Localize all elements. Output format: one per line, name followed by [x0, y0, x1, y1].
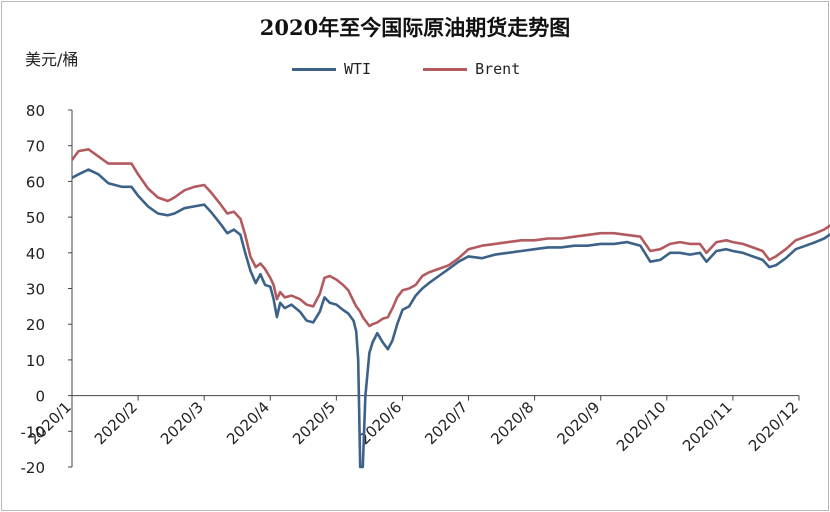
legend-item-wti: WTI	[292, 60, 371, 78]
y-tick-label: 50	[26, 209, 45, 227]
y-tick-label: 70	[26, 138, 45, 156]
x-tick-label: 2020/7	[421, 398, 471, 448]
legend-label-wti: WTI	[344, 60, 372, 78]
y-tick-label: -20	[21, 459, 46, 477]
y-axis-unit-label: 美元/桶	[25, 50, 79, 69]
y-tick-label: 30	[26, 281, 45, 299]
x-tick-label: 2020/11	[679, 398, 736, 455]
y-tick-label: 20	[26, 316, 45, 334]
series-line-wti	[71, 168, 830, 469]
y-tick-label: 40	[26, 245, 45, 263]
x-tick-label: 2020/4	[223, 398, 273, 448]
chart-legend: WTI Brent	[292, 60, 520, 78]
x-tick-label: 2020/2	[91, 398, 141, 448]
legend-label-brent: Brent	[475, 60, 521, 78]
chart-title: 2020年至今国际原油期货走势图	[259, 15, 571, 40]
series-line-brent	[70, 148, 830, 328]
x-tick-label: 2020/8	[487, 398, 537, 448]
x-tick-label: 2020/12	[745, 398, 802, 455]
y-tick-label: 10	[26, 352, 45, 370]
y-tick-label: 0	[35, 388, 45, 406]
legend-swatch-wti	[292, 67, 336, 71]
legend-item-brent: Brent	[423, 60, 520, 78]
x-tick-label: 2020/3	[157, 398, 207, 448]
x-tick-label: 2020/5	[289, 398, 339, 448]
x-tick-label: 2020/9	[554, 398, 604, 448]
y-tick-label: 60	[26, 173, 45, 191]
y-tick-label: 80	[26, 102, 45, 120]
x-tick-label: 2020/10	[613, 398, 670, 455]
legend-swatch-brent	[423, 67, 468, 71]
y-tick-label: -10	[21, 423, 46, 441]
